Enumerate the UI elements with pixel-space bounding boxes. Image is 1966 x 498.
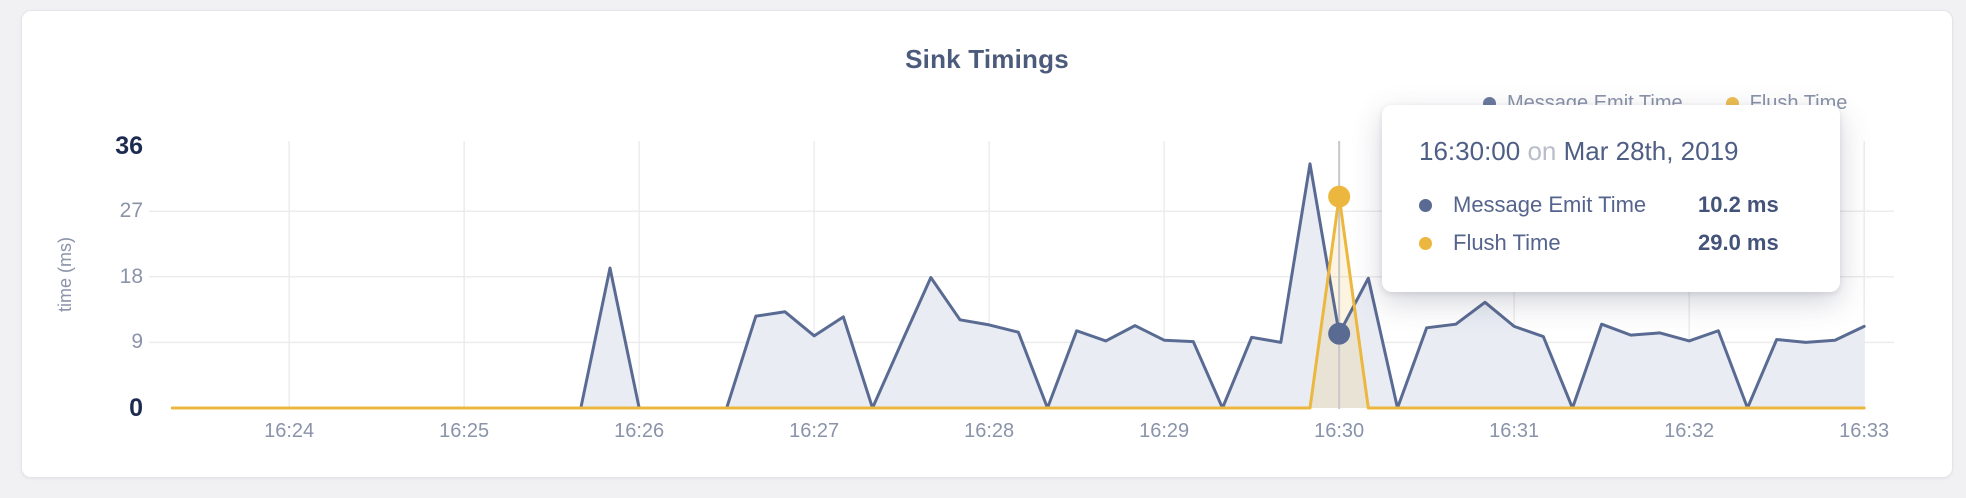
y-tick-label-9: 9 <box>131 330 143 354</box>
message-emit-time-hover-point[interactable] <box>1328 322 1351 345</box>
flush-time-line[interactable] <box>171 195 1866 410</box>
chart-title: Sink Timings <box>905 44 1069 74</box>
flush-time-hover-point[interactable] <box>1328 185 1351 208</box>
tooltip-row-flush-time: Flush Time 29.0 ms <box>1419 224 1840 262</box>
x-tick-label-16:24: 16:24 <box>264 420 315 442</box>
tooltip-series-label: Message Emit Time <box>1453 192 1647 217</box>
tooltip-header: 16:30:00 on Mar 28th, 2019 <box>1419 137 1840 165</box>
y-axis-title: time (ms) <box>55 237 75 312</box>
y-tick-label-36: 36 <box>115 131 143 160</box>
tooltip-series-value: 29.0 ms <box>1698 230 1779 255</box>
x-tick-label-16:33: 16:33 <box>1839 420 1890 442</box>
x-tick-label-16:25: 16:25 <box>439 420 490 442</box>
tooltip-series-dot <box>1419 236 1432 250</box>
tooltip-series-label: Flush Time <box>1453 230 1561 255</box>
y-tick-label-18: 18 <box>119 264 143 288</box>
tooltip-time: 16:30:00 <box>1419 136 1521 166</box>
tooltip-series-dot <box>1419 198 1432 212</box>
y-tick-label-27: 27 <box>119 199 143 223</box>
x-tick-label-16:27: 16:27 <box>789 420 840 442</box>
tooltip-rows: Message Emit Time 10.2 ms Flush Time 29.0 m… <box>1419 186 1840 262</box>
x-tick-label-16:26: 16:26 <box>614 420 665 442</box>
x-tick-label-16:31: 16:31 <box>1489 420 1540 442</box>
tooltip-row-message-emit-time: Message Emit Time 10.2 ms <box>1419 186 1840 224</box>
y-tick-label-0: 0 <box>129 394 143 422</box>
x-tick-label-16:32: 16:32 <box>1664 420 1715 442</box>
x-tick-label-16:30: 16:30 <box>1314 420 1365 442</box>
x-tick-label-16:28: 16:28 <box>964 420 1015 442</box>
x-tick-label-16:29: 16:29 <box>1139 420 1190 442</box>
tooltip-series-value: 10.2 ms <box>1698 192 1779 217</box>
chart-tooltip: 16:30:00 on Mar 28th, 2019 Message Emit … <box>1382 105 1840 292</box>
tooltip-date: Mar 28th, 2019 <box>1563 136 1739 166</box>
tooltip-conjunction: on <box>1527 136 1557 166</box>
message-emit-time-area <box>172 163 1865 408</box>
